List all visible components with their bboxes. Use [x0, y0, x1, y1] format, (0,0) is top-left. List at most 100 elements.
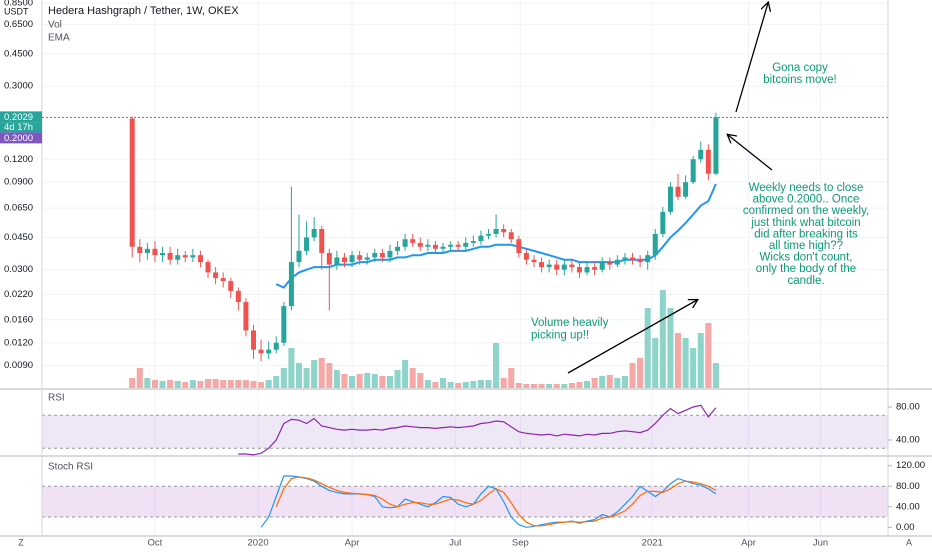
y-tick-label: 0.0090 — [4, 360, 33, 371]
annotation-text: all time high?? — [769, 240, 843, 252]
candle-body — [448, 244, 454, 247]
ema-line — [275, 183, 717, 289]
volume-bar — [333, 370, 340, 388]
volume-bar — [629, 363, 636, 388]
volume-bar — [288, 348, 295, 388]
candle-body — [493, 229, 499, 234]
y-tick-label: 0.0160 — [4, 314, 33, 325]
zoom-button-label[interactable]: Z — [18, 537, 24, 547]
volume-bar — [318, 358, 325, 388]
last-price-label: 0.2029 — [4, 112, 33, 123]
candle-body — [311, 229, 317, 238]
candle-body — [402, 239, 408, 247]
volume-bar — [409, 368, 416, 388]
candle-body — [713, 117, 719, 174]
countdown-box — [0, 122, 42, 133]
band-fill — [42, 486, 888, 518]
candle-body — [379, 252, 385, 258]
y-tick-label: 80.00 — [896, 481, 920, 492]
y-tick-label: 0.1200 — [4, 154, 33, 165]
candle-body — [175, 255, 181, 260]
panes — [129, 112, 719, 528]
annotation-text: above 0.2000.. Once — [753, 194, 860, 206]
candle-body — [531, 259, 537, 263]
candle-body — [637, 259, 643, 263]
candle-body — [690, 159, 696, 183]
volume-bar — [144, 378, 151, 388]
candle-body — [205, 262, 211, 273]
volume-bar — [652, 338, 659, 388]
volume-bar — [182, 382, 189, 388]
candle-body — [645, 255, 651, 263]
volume-bar — [235, 380, 242, 388]
volume-bar — [129, 378, 136, 388]
x-tick-label: Apr — [741, 538, 756, 549]
candle-body — [144, 248, 150, 253]
volume-bar — [341, 374, 348, 388]
volume-bar — [546, 384, 553, 388]
candle-body — [425, 244, 431, 247]
volume-bar — [455, 383, 462, 388]
y-tick-label: 0.0650 — [4, 203, 33, 214]
candle-body — [250, 330, 257, 350]
candle-body — [326, 252, 332, 265]
candle-body — [304, 237, 310, 251]
y-tick-label: 120.00 — [896, 460, 925, 471]
candle-body — [417, 242, 423, 247]
zoom-button[interactable] — [14, 537, 28, 549]
x-tick-label: 2021 — [642, 538, 663, 549]
candle-body — [213, 272, 219, 279]
candle-body — [387, 250, 393, 258]
candle-body — [129, 118, 135, 247]
candle-body — [667, 186, 673, 212]
volume-bar — [424, 380, 431, 388]
annotation-text: Volume heavily — [531, 317, 609, 329]
volume-bar — [242, 380, 249, 388]
y-tick-label: 0.0900 — [4, 177, 33, 188]
volume-bar — [584, 381, 591, 388]
volume-bar — [530, 384, 538, 388]
candle-body — [167, 252, 173, 260]
volume-bar — [250, 381, 257, 388]
volume-bar — [151, 380, 158, 388]
volume-bar — [477, 380, 484, 388]
candle-body — [561, 264, 567, 270]
y-tick-label: 80.00 — [896, 402, 920, 413]
volume-bar — [167, 380, 174, 388]
candle-body — [546, 264, 552, 268]
annotation-text: picking up!! — [531, 330, 589, 342]
volume-bar — [606, 375, 613, 388]
volume-bar — [659, 290, 666, 388]
volume-bar — [280, 368, 287, 388]
annotation-text: Wicks don't count, — [760, 252, 853, 264]
rsi-line — [238, 404, 717, 456]
volume-bar — [364, 373, 371, 388]
candle-body — [592, 267, 598, 270]
y-unit: USDT — [4, 6, 29, 16]
volume-bar — [273, 376, 280, 388]
auto-button-label[interactable]: A — [906, 537, 912, 547]
volume-bar — [621, 376, 628, 388]
volume-bar — [561, 384, 568, 388]
volume-bar — [493, 343, 500, 388]
candle-body — [705, 149, 711, 174]
countdown-label: 4d 17h — [4, 122, 33, 133]
volume-bar — [386, 376, 393, 388]
candle-body — [683, 182, 689, 197]
volume-bar — [189, 380, 196, 388]
candle-body — [698, 149, 704, 160]
candle-body — [349, 255, 355, 263]
candle-body — [228, 281, 234, 291]
candle-body — [341, 257, 347, 263]
candle-body — [364, 257, 370, 260]
candle-body — [630, 257, 636, 260]
stoch-line — [275, 476, 717, 527]
volume-bar — [515, 383, 522, 388]
candle-body — [273, 342, 279, 350]
auto-button[interactable] — [902, 537, 916, 549]
y-tick-label: 40.00 — [896, 435, 920, 446]
candle-body — [235, 290, 241, 303]
volume-bar — [402, 360, 409, 388]
volume-bar — [538, 384, 545, 388]
